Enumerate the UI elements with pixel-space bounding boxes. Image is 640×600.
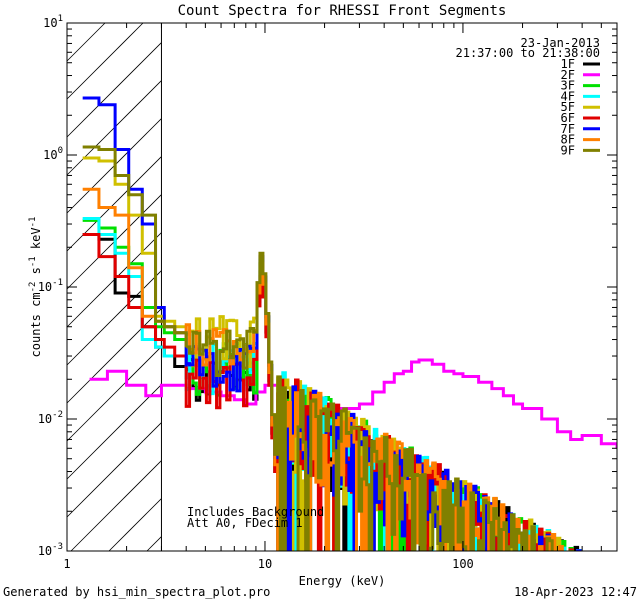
hatch-line [66,42,162,138]
series-2F [89,358,617,449]
y-tick-label: 10-3 [38,542,63,558]
hatch-line [146,536,162,552]
legend-label-2F: 2F [561,68,575,82]
legend-label-4F: 4F [561,89,575,103]
legend-label-3F: 3F [561,79,575,93]
time-range-label: 21:37:00 to 21:38:00 [456,46,601,60]
series-9F [82,145,575,551]
y-axis-label: counts cm-2 s-1 keV-1 [28,217,43,358]
annotation-background: Includes Background [187,505,324,519]
y-tick-label: 101 [43,14,63,30]
series-4F [82,217,582,551]
hatch-line [70,460,162,552]
x-tick-label: 1 [63,557,70,571]
series-6F [82,232,575,551]
y-axis-label-part: keV [29,227,43,256]
x-tick-label: 10 [258,557,272,571]
y-tick-label: 100 [43,146,63,162]
y-axis-label-part: -2 [28,282,38,293]
legend-label-9F: 9F [561,143,575,157]
legend-label-1F: 1F [561,57,575,71]
hatch-line [66,346,162,442]
legend-label-5F: 5F [561,100,575,114]
y-axis-label-part: -1 [28,256,38,267]
chart-title: Count Spectra for RHESSI Front Segments [178,3,507,19]
hatch-line [66,308,162,404]
y-axis-label-part: s [29,267,43,281]
series-layer [82,96,617,551]
y-tick-label: 10-1 [38,278,63,294]
hatch-line [66,22,106,62]
hatch-line [66,384,162,480]
y-tick-label: 10-2 [38,410,63,426]
footer-timestamp: 18-Apr-2023 12:47 [514,585,637,599]
x-tick-label: 100 [452,557,474,571]
hatch-line [66,22,144,100]
hatch-line [66,422,162,518]
legend-label-6F: 6F [561,111,575,125]
annotation-attenuator: Att A0, FDecim 1 [187,516,303,530]
hatch-line [108,498,162,552]
legend-label-8F: 8F [561,133,575,147]
legend-label-7F: 7F [561,122,575,136]
date-label: 23-Jan-2013 [521,36,600,50]
x-axis-label: Energy (keV) [299,574,386,588]
y-axis-label-part: -1 [28,217,38,228]
footer-generated-by: Generated by hsi_min_spectra_plot.pro [3,585,270,599]
axis-ticks: 1 10 100 10-3 10-2 10-1 100 101 [38,14,618,571]
hatch-line [66,270,162,366]
y-axis-label-part: counts cm [29,292,43,357]
